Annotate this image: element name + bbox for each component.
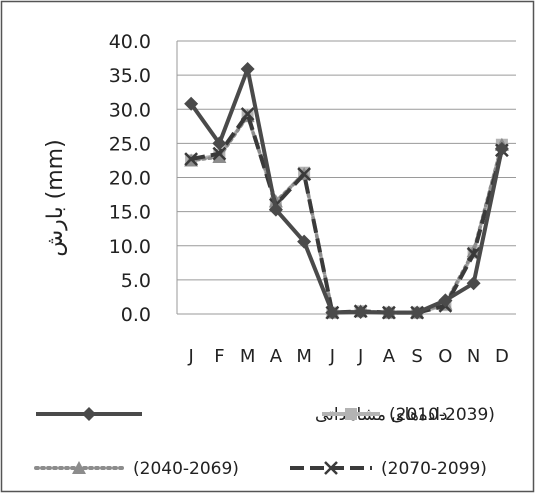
grid-lines	[176, 40, 516, 315]
data-point	[438, 293, 453, 308]
x-tick-label: O	[438, 346, 452, 367]
x-tick-label: J	[187, 346, 193, 367]
data-point	[494, 141, 509, 156]
data-point	[297, 167, 312, 181]
legend-label: (2070-2099)	[381, 459, 487, 479]
series-line	[189, 66, 504, 315]
data-point	[410, 305, 425, 320]
legend-item: (2070-2099)	[290, 459, 487, 479]
y-tick-label: 35.0	[109, 65, 151, 87]
y-tick-labels: 0.0 5.0 10.0 15.0 20.0 25.0 30.0 35.0 40.0	[109, 31, 151, 326]
data-point	[325, 305, 340, 320]
y-tick-label: 15.0	[109, 202, 151, 224]
legend-marker	[324, 461, 338, 475]
data-point	[381, 305, 396, 320]
data-point	[184, 152, 199, 166]
y-tick-label: 40.0	[109, 31, 151, 53]
x-tick-label: S	[411, 346, 422, 367]
series-layer	[184, 61, 509, 320]
data-point	[240, 61, 255, 76]
x-tick-label: N	[467, 346, 480, 367]
legend: داده‌های مشاهداتی(2010-2039)(2040-2069)(…	[34, 405, 495, 479]
y-tick-label: 20.0	[109, 168, 151, 190]
y-tick-label: 10.0	[109, 236, 151, 258]
data-point	[297, 234, 312, 249]
x-tick-label: A	[383, 346, 396, 367]
x-tick-label: M	[296, 346, 312, 367]
x-tick-label: M	[240, 346, 256, 367]
y-tick-label: 30.0	[109, 99, 151, 121]
data-point	[466, 276, 481, 291]
data-point	[240, 107, 255, 121]
legend-marker	[345, 408, 357, 420]
legend-item: (2010-2039)	[322, 405, 495, 425]
series-0	[184, 61, 509, 320]
data-point	[212, 146, 227, 161]
data-point	[353, 304, 368, 319]
y-tick-label: 0.0	[121, 304, 151, 326]
data-point	[184, 96, 199, 111]
x-tick-label: F	[214, 346, 224, 367]
x-tick-label: J	[329, 346, 335, 367]
y-tick-label: 25.0	[109, 133, 151, 155]
legend-marker	[82, 407, 96, 421]
x-tick-label: D	[495, 346, 509, 367]
data-point	[212, 150, 227, 164]
x-tick-label: A	[270, 346, 283, 367]
legend-item: (2040-2069)	[34, 459, 239, 479]
x-tick-label: J	[357, 346, 363, 367]
data-point	[268, 202, 283, 217]
legend-label: (2040-2069)	[133, 459, 239, 479]
legend-marker	[72, 461, 86, 474]
legend-label: (2010-2039)	[389, 405, 495, 425]
data-point	[212, 136, 227, 151]
y-axis-label: بارش (mm)	[43, 139, 68, 256]
y-tick-label: 5.0	[121, 270, 151, 292]
